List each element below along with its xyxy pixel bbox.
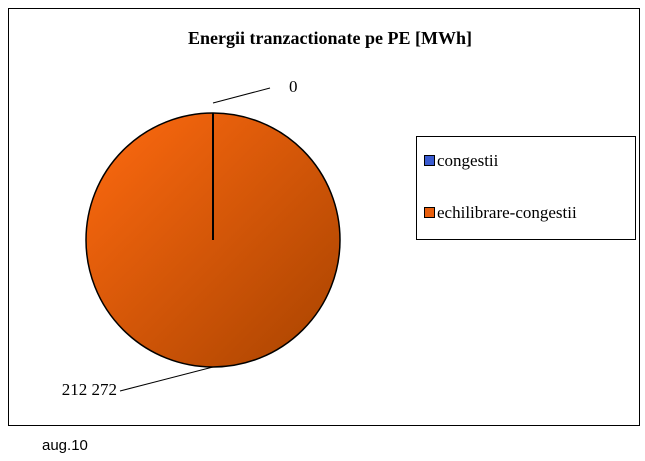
caption: aug.10 bbox=[42, 437, 88, 454]
legend-box bbox=[416, 136, 636, 240]
legend-swatch bbox=[424, 207, 435, 218]
legend-label: congestii bbox=[437, 151, 499, 170]
leader-line bbox=[119, 366, 214, 392]
data-label: 212 272 bbox=[62, 380, 117, 399]
legend-label: echilibrare-congestii bbox=[437, 203, 577, 222]
leader-line bbox=[212, 87, 271, 104]
chart-title: Energii tranzactionate pe PE [MWh] bbox=[188, 28, 472, 48]
legend-swatch bbox=[424, 155, 435, 166]
data-label: 0 bbox=[289, 77, 298, 96]
